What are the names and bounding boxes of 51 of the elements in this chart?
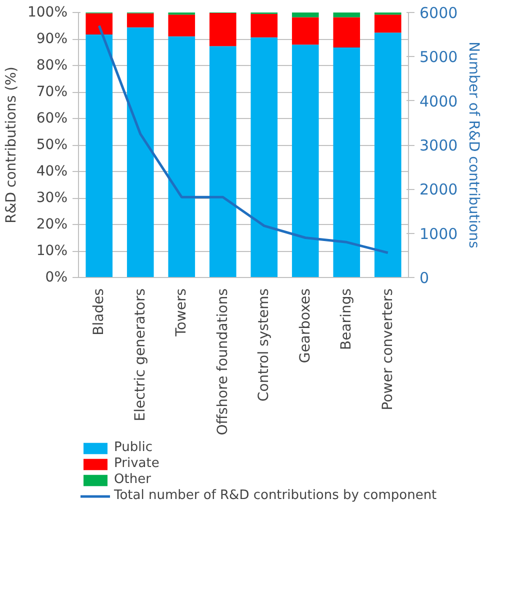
y-tick-label: 100% [27, 4, 68, 20]
y-tick-label: 20% [36, 216, 68, 232]
bar [86, 34, 113, 278]
x-tick-label: Control systems [256, 288, 272, 402]
y2-tick-label: 4000 [420, 92, 458, 110]
y-tick-label: 90% [36, 31, 68, 47]
x-tick-label: Bearings [338, 288, 355, 350]
legend-label: Other [114, 472, 151, 487]
x-tick-label: Electric generators [132, 288, 148, 422]
bar [374, 14, 402, 33]
bar [209, 13, 236, 46]
bar [333, 17, 360, 48]
y2-tick-label: 5000 [420, 48, 458, 66]
y2-tick-label: 6000 [420, 4, 458, 22]
y2-tick-label: 0 [420, 269, 430, 287]
y-tick-label: 70% [36, 84, 68, 100]
x-tick-label: Gearboxes [297, 288, 314, 364]
bar [250, 14, 278, 38]
legend-label: Total number of R&D contributions by component [114, 488, 437, 503]
bar [168, 14, 196, 36]
bar [292, 44, 319, 278]
y-tick-label: 10% [36, 243, 68, 259]
bar [86, 13, 113, 34]
y-tick-label: 40% [36, 164, 68, 180]
y-tick-label: 30% [36, 190, 68, 206]
bar [374, 32, 402, 278]
legend-label: Private [114, 456, 160, 471]
y2-tick-label: 1000 [420, 224, 458, 243]
bar [333, 12, 360, 18]
x-tick-label: Towers [174, 288, 190, 338]
bar [126, 27, 154, 278]
bar [209, 46, 236, 278]
bar [292, 17, 319, 45]
bar [168, 36, 196, 278]
y-tick-label: 0% [45, 270, 68, 286]
bar [250, 37, 278, 278]
bar [126, 13, 154, 28]
y-tick-label: 80% [36, 58, 68, 74]
x-tick-label: Blades [91, 288, 108, 336]
legend-label: Public [114, 440, 152, 455]
y2-axis-title: Number of R&D contributions [466, 42, 482, 248]
y-tick-label: 60% [36, 110, 68, 126]
x-tick-label: Offshore foundations [214, 288, 231, 436]
bar [292, 12, 319, 18]
y-tick-label: 50% [36, 137, 68, 153]
y-axis-title: R&D contributions (%) [3, 66, 20, 224]
y2-tick-label: 2000 [420, 180, 458, 199]
x-tick-label: Power converters [380, 288, 396, 410]
bar [333, 47, 360, 278]
y2-tick-label: 3000 [420, 136, 458, 154]
line-series [98, 24, 390, 254]
